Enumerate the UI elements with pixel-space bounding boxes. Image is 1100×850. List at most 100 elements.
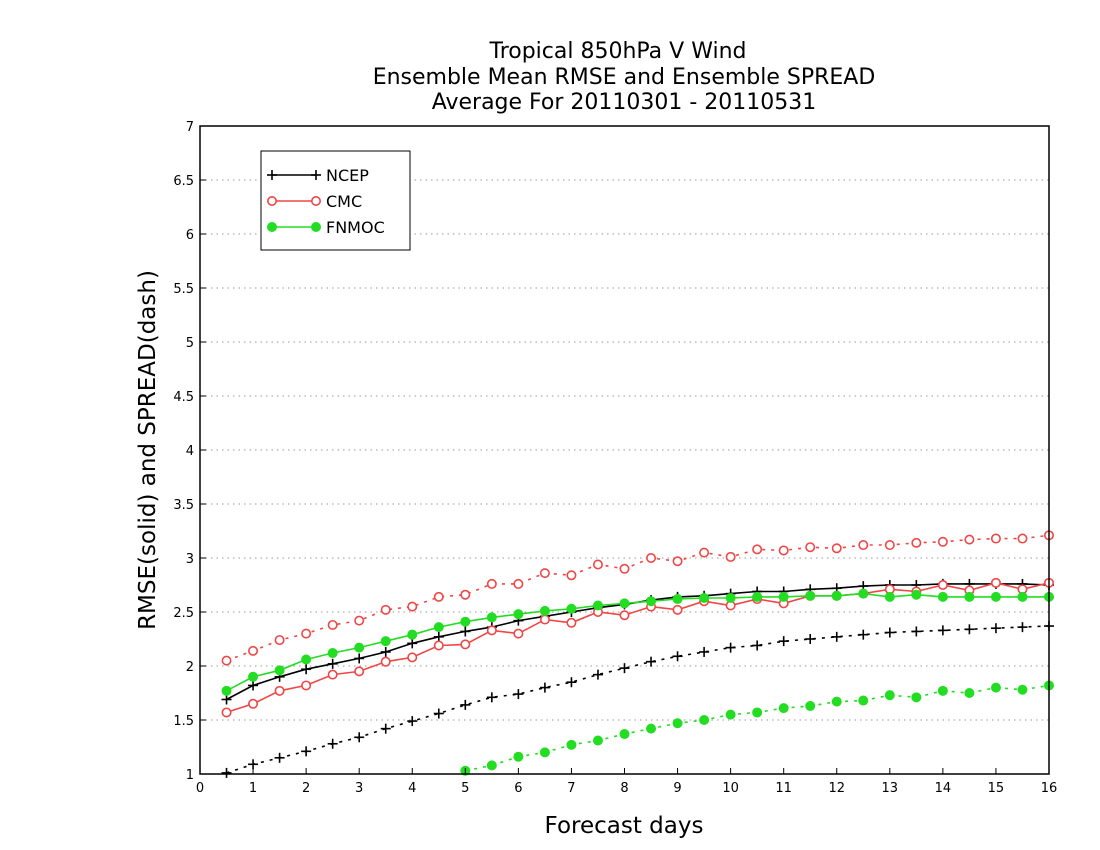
data-point [805, 634, 816, 644]
y-tick-label: 6 [186, 228, 194, 243]
data-point [725, 551, 736, 562]
data-point [380, 636, 391, 647]
series-line [226, 625, 1050, 774]
data-point [221, 685, 232, 696]
chart-title: Tropical 850hPa V Wind Ensemble Mean RMS… [373, 39, 876, 115]
data-point [354, 653, 365, 664]
series-line [465, 684, 1050, 772]
data-point [301, 664, 312, 675]
x-tick-label: 2 [302, 781, 310, 796]
legend-label: NCEP [326, 166, 369, 185]
data-point [354, 642, 365, 653]
legend-marker [310, 196, 321, 207]
chart-title-line-3: Average For 20110301 - 20110531 [432, 90, 817, 115]
data-point [646, 596, 657, 607]
legend-label: CMC [326, 192, 362, 211]
data-point [274, 665, 285, 676]
data-point [884, 690, 895, 701]
legend: NCEP CMC FNMOC [260, 150, 411, 251]
data-point [937, 536, 948, 547]
data-point [460, 589, 471, 600]
data-point [513, 689, 524, 700]
data-point [486, 625, 497, 636]
data-point [566, 570, 577, 581]
x-tick-label: 9 [673, 781, 681, 796]
series-ncep-spread [221, 621, 1054, 778]
data-point [858, 629, 869, 640]
x-tick-label: 12 [828, 781, 845, 796]
data-point [911, 692, 922, 703]
data-point [513, 578, 524, 589]
data-point [937, 579, 948, 590]
data-point [911, 626, 922, 637]
data-point [592, 735, 603, 746]
x-tick-label: 4 [408, 781, 416, 796]
data-point [699, 547, 710, 558]
data-point [274, 635, 285, 646]
data-point [1017, 684, 1028, 695]
data-point [486, 760, 497, 771]
data-point [221, 707, 232, 718]
data-point [433, 640, 444, 651]
legend-label: FNMOC [326, 218, 385, 237]
data-point [380, 656, 391, 667]
data-point [592, 600, 603, 611]
data-point [407, 716, 418, 727]
y-tick-label: 6.5 [173, 174, 194, 189]
data-point [327, 619, 338, 630]
y-tick-label: 3 [186, 552, 194, 567]
data-point [539, 614, 550, 625]
series-fnmoc-rmse [221, 588, 1054, 696]
data-point [964, 534, 975, 545]
data-point [725, 642, 736, 653]
data-point [248, 671, 259, 682]
data-point [964, 591, 975, 602]
x-tick-label: 14 [935, 781, 952, 796]
y-axis-ticks: 1 1.5 2 2.5 3 3.5 4 4.5 5 5.5 6 6.5 7 [173, 120, 206, 783]
data-point [486, 612, 497, 623]
data-point [380, 723, 391, 734]
data-point [752, 591, 763, 602]
data-point [699, 592, 710, 603]
data-point [964, 624, 975, 635]
x-tick-label: 7 [567, 781, 575, 796]
data-point [672, 604, 683, 615]
data-point [646, 656, 657, 667]
data-point [911, 537, 922, 548]
y-tick-label: 5 [186, 336, 194, 351]
data-point [619, 610, 630, 621]
data-point [486, 578, 497, 589]
data-point [407, 638, 418, 649]
data-point [805, 590, 816, 601]
data-point [884, 627, 895, 638]
data-point [221, 694, 232, 705]
data-point [752, 640, 763, 651]
grid-lines [200, 179, 1049, 721]
data-point [539, 682, 550, 693]
series-line [226, 534, 1050, 662]
data-point [884, 591, 895, 602]
y-tick-label: 2 [186, 660, 194, 675]
series-cmc-rmse [221, 577, 1055, 718]
data-point [248, 645, 259, 656]
data-point [433, 622, 444, 633]
data-point [301, 628, 312, 639]
data-point [990, 591, 1001, 602]
data-point [778, 591, 789, 602]
data-point [619, 729, 630, 740]
data-point [433, 631, 444, 642]
data-point [221, 767, 232, 778]
data-point [672, 556, 683, 567]
data-point [301, 746, 312, 757]
data-point [858, 540, 869, 551]
x-axis-label: Forecast days [545, 813, 704, 839]
data-point [566, 617, 577, 628]
data-point [460, 639, 471, 650]
x-tick-label: 11 [775, 781, 792, 796]
data-point [221, 655, 232, 666]
data-point [990, 533, 1001, 544]
data-point [1017, 591, 1028, 602]
data-point [619, 598, 630, 609]
data-point [646, 552, 657, 563]
data-point [301, 654, 312, 665]
